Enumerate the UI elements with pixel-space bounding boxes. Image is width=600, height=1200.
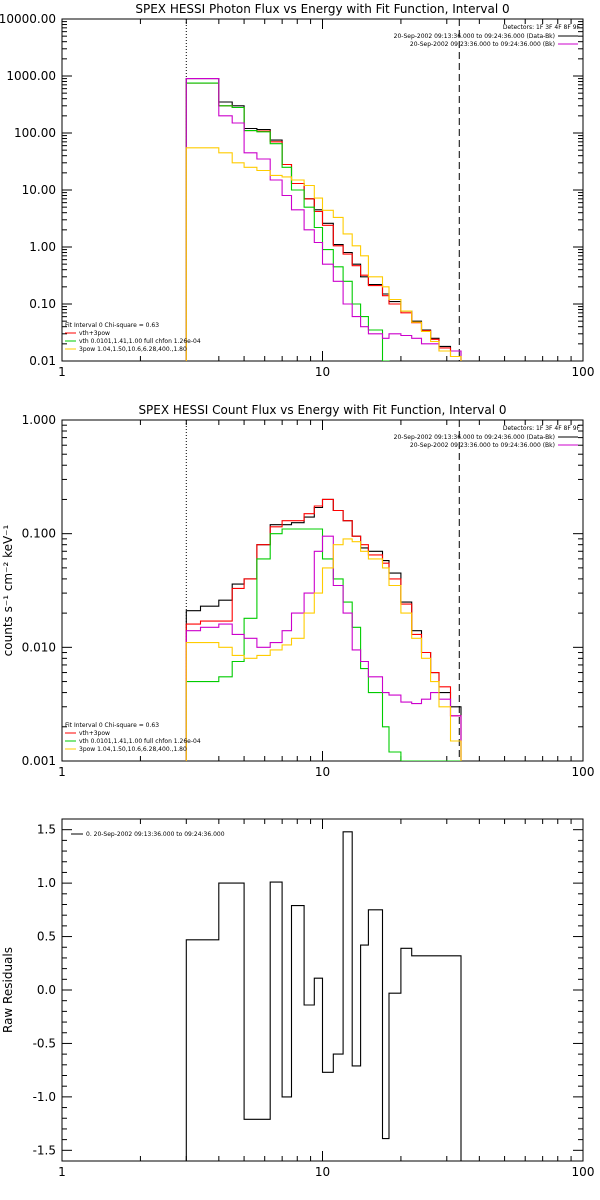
time-legend-label: 20-Sep-2002 09:13:36.000 to 09:24:36.000… xyxy=(394,33,555,40)
series-3pow-line xyxy=(185,538,462,761)
y-tick-label: 100.00 xyxy=(14,126,56,140)
y-tick-label: -1.0 xyxy=(33,1090,56,1104)
count-flux-panel: SPEX HESSI Count Flux vs Energy with Fit… xyxy=(1,403,594,779)
fit-legend-label: Fit Interval 0 Chi-square = 0.63 xyxy=(65,722,159,729)
y-tick-label: 0.100 xyxy=(22,527,56,541)
y-tick-label: 0.0 xyxy=(37,983,56,997)
plot-frame xyxy=(61,18,584,362)
time-legend-label: 20-Sep-2002 09:23:36.000 to 09:24:36.000… xyxy=(410,41,555,48)
x-tick-label: 100 xyxy=(572,765,595,779)
series-bk-line xyxy=(185,535,462,761)
x-tick-label: 100 xyxy=(572,1165,595,1179)
series-3pow-line xyxy=(185,147,462,361)
chart-title: SPEX HESSI Count Flux vs Energy with Fit… xyxy=(138,403,506,417)
y-axis-label: counts s⁻¹ cm⁻² keV⁻¹ xyxy=(1,524,15,656)
fit-legend-label: vth 0.0101,1.41,1.00 full chfon 1.26e-04 xyxy=(79,338,201,345)
series-vth-line xyxy=(185,528,462,761)
y-tick-label: 1.000 xyxy=(22,413,56,427)
y-axis-label: Raw Residuals xyxy=(1,947,15,1033)
y-tick-label: 1.5 xyxy=(37,823,56,837)
fit-legend-label: vth+3pow xyxy=(79,330,110,337)
detectors-label: Detectors: 1F 3F 4F 8F 9F xyxy=(503,425,581,432)
y-tick-label: 0.010 xyxy=(22,640,56,654)
fit-legend-label: vth+3pow xyxy=(79,730,110,737)
x-tick-label: 1 xyxy=(58,365,66,379)
residuals-panel: 1 10 100 -1.5 -1.0 -0.5 0.0 0.5 1.0 1.5 Raw Residu… xyxy=(1,818,595,1179)
x-tick-label: 1 xyxy=(58,1165,66,1179)
y-tick-label: 1.00 xyxy=(29,240,56,254)
x-tick-label: 10 xyxy=(315,365,330,379)
y-tick-label: 1.0 xyxy=(37,876,56,890)
y-tick-label: 10000.00 xyxy=(0,12,56,26)
fit-legend-label: 3pow 1.04,1.50,10.6,6.28,400.,1.80 xyxy=(79,746,187,753)
time-legend-label: 20-Sep-2002 09:23:36.000 to 09:24:36.000… xyxy=(410,442,555,449)
plot-area xyxy=(185,19,462,361)
x-tick-label: 1 xyxy=(58,765,66,779)
series-0-20-sep-2002-09-13-36-000-to-09-24-36-000-line xyxy=(185,831,462,1161)
y-tick-label: 0.10 xyxy=(29,297,56,311)
fit-legend-label: 3pow 1.04,1.50,10.6,6.28,400.,1.80 xyxy=(79,346,187,353)
y-tick-label: 1000.00 xyxy=(6,69,56,83)
detectors-label: Detectors: 1F 3F 4F 8F 9F xyxy=(503,24,581,31)
plot-area xyxy=(185,420,462,761)
y-tick-label: -1.5 xyxy=(33,1143,56,1157)
time-legend-label: 20-Sep-2002 09:13:36.000 to 09:24:36.000… xyxy=(394,434,555,441)
y-tick-label: 10.00 xyxy=(22,183,56,197)
series-bk-line xyxy=(185,78,462,361)
plot-area xyxy=(185,831,462,1161)
y-tick-label: -0.5 xyxy=(33,1036,56,1050)
y-tick-label: 0.5 xyxy=(37,930,56,944)
x-tick-label: 10 xyxy=(315,765,330,779)
y-tick-label: 0.001 xyxy=(22,754,56,768)
y-tick-label: 0.01 xyxy=(29,354,56,368)
series-vth-line xyxy=(185,82,390,361)
photon-flux-panel: SPEX HESSI Photon Flux vs Energy with Fi… xyxy=(0,2,594,379)
x-tick-label: 100 xyxy=(572,365,595,379)
x-tick-label: 10 xyxy=(315,1165,330,1179)
fit-legend-label: Fit Interval 0 Chi-square = 0.63 xyxy=(65,322,159,329)
series-vth-3pow-line xyxy=(185,82,462,361)
fit-legend-label: vth 0.0101,1.41,1.00 full chfon 1.26e-04 xyxy=(79,738,201,745)
series-data-bk-line xyxy=(185,78,462,361)
series-data-bk-line xyxy=(185,498,462,761)
chart-title: SPEX HESSI Photon Flux vs Energy with Fi… xyxy=(135,2,509,16)
residual-legend-label: 0. 20-Sep-2002 09:13:36.000 to 09:24:36.… xyxy=(86,831,225,838)
